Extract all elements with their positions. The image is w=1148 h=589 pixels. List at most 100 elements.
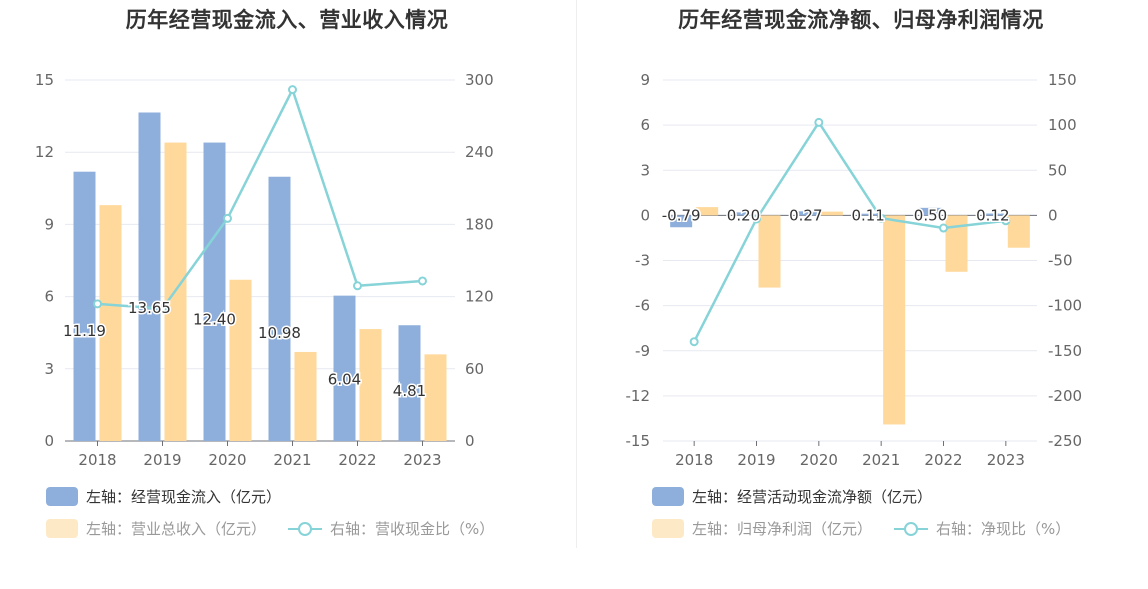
bar-primary: [203, 142, 226, 441]
x-tick-label: 2021: [862, 451, 900, 469]
bar-primary: [138, 112, 161, 442]
bar-primary: [794, 211, 817, 216]
bar-primary: [73, 171, 96, 441]
y-left-tick-label: 9: [44, 215, 54, 233]
ratio-point: [752, 214, 761, 224]
x-tick-label: 2021: [273, 451, 311, 469]
bar-secondary: [758, 215, 781, 288]
y-right-tick-label: -100: [1048, 297, 1082, 315]
bar-primary: [857, 213, 880, 216]
ratio-point: [288, 85, 297, 95]
y-left-tick-label: 12: [35, 143, 54, 161]
x-tick-label: 2018: [78, 451, 116, 469]
x-tick-label: 2023: [403, 451, 441, 469]
y-left-tick-label: -15: [626, 432, 651, 450]
legend-label: 左轴：归母净利润（亿元）: [692, 520, 873, 538]
y-right-tick-label: 60: [465, 360, 484, 378]
ratio-point: [939, 223, 948, 233]
legend-swatch: [46, 519, 78, 538]
ratio-point: [689, 337, 699, 347]
net-cash-profit-panel: 历年经营现金流净额、归母净利润情况 -15 -12 -9 -6 -3 0 3 6 9 -250 -2…: [574, 0, 1148, 589]
bar-primary: [670, 215, 693, 228]
legend-line-swatch: [288, 519, 323, 538]
y-right-tick-label: -50: [1048, 252, 1073, 270]
y-left-tick-label: 9: [640, 71, 650, 89]
y-right-tick-label: 240: [465, 143, 494, 161]
x-tick-label: 2023: [987, 451, 1025, 469]
data-label: 0.12: [976, 206, 1009, 224]
data-label: 12.40: [193, 311, 236, 329]
ratio-point: [418, 276, 427, 286]
y-right-tick-label: -150: [1048, 342, 1082, 360]
ratio-point: [223, 213, 232, 223]
bar-secondary: [883, 215, 906, 425]
chart-title: 历年经营现金流入、营业收入情况: [125, 8, 449, 32]
bar-secondary: [820, 211, 843, 216]
y-right-tick-label: 180: [465, 215, 494, 233]
ratio-point: [158, 304, 167, 314]
bar-secondary: [359, 329, 382, 441]
data-label: 0.27: [789, 206, 822, 224]
y-right-tick-label: 0: [1048, 206, 1058, 224]
y-left-tick-label: 6: [44, 288, 54, 306]
legend-item-net-operating-cash[interactable]: 左轴：经营活动现金流净额（亿元）: [652, 486, 932, 507]
y-right-tick-label: 100: [1048, 116, 1077, 134]
bar-secondary: [696, 207, 719, 216]
x-tick-label: 2022: [924, 451, 962, 469]
bar-secondary: [229, 279, 252, 441]
y-left-tick-label: 0: [640, 206, 650, 224]
y-left-tick-label: 0: [44, 432, 54, 450]
legend-row-2: 左轴：归母净利润（亿元） 右轴：净现比（%）: [652, 518, 1092, 539]
legend-item-revenue-cash-ratio[interactable]: 右轴：营收现金比（%）: [288, 518, 494, 539]
data-label: 13.65: [128, 299, 171, 317]
bar-secondary: [294, 351, 317, 441]
legend-row-1: 左轴：经营活动现金流净额（亿元）: [652, 486, 954, 507]
y-left-tick-label: 3: [44, 360, 54, 378]
y-right-tick-label: -200: [1048, 387, 1082, 405]
bar-primary: [268, 176, 291, 442]
legend-item-net-profit[interactable]: 左轴：归母净利润（亿元）: [652, 518, 872, 539]
legend-item-revenue[interactable]: 左轴：营业总收入（亿元）: [46, 518, 266, 539]
data-label: 0.11: [851, 206, 884, 224]
data-label: 0.50: [914, 206, 947, 224]
y-right-tick-label: 120: [465, 288, 494, 306]
data-label: -0.79: [662, 206, 701, 224]
data-label: 6.04: [328, 370, 361, 388]
ratio-point: [353, 281, 362, 291]
legend-label: 左轴：经营活动现金流净额（亿元）: [692, 488, 933, 506]
ratio-point: [1001, 216, 1011, 226]
x-tick-label: 2020: [800, 451, 838, 469]
plot-area: -15 -12 -9 -6 -3 0 3 6 9 -250 -200 -150 -100 -50 0 50 10…: [626, 71, 1083, 469]
x-tick-label: 2019: [737, 451, 775, 469]
bar-primary: [981, 213, 1004, 216]
legend-label: 右轴：营收现金比（%）: [330, 520, 495, 538]
y-right-tick-label: 0: [465, 432, 475, 450]
x-tick-label: 2018: [675, 451, 713, 469]
data-label: 0.20: [727, 206, 760, 224]
legend-swatch: [652, 487, 684, 506]
data-label: 11.19: [63, 322, 106, 340]
y-right-tick-label: 50: [1048, 161, 1067, 179]
y-left-tick-label: 3: [640, 161, 650, 179]
cash-inflow-revenue-panel: 历年经营现金流入、营业收入情况 0 3 6 9 12 15 0 60 120 180 240 300 2…: [35, 8, 516, 539]
plot-area: 0 3 6 9 12 15 0 60 120 180 240 300 2018 2019 2020 2021 2…: [35, 71, 494, 469]
legend-item-cash-inflow[interactable]: 左轴：经营现金流入（亿元）: [46, 486, 281, 507]
legend-item-net-cash-ratio[interactable]: 右轴：净现比（%）: [894, 518, 1070, 539]
legend-swatch: [652, 519, 684, 538]
y-right-tick-label: 300: [465, 71, 494, 89]
legend-label: 左轴：营业总收入（亿元）: [86, 520, 267, 538]
legend-row-2: 左轴：营业总收入（亿元） 右轴：营收现金比（%）: [46, 518, 516, 539]
bar-secondary: [945, 215, 968, 272]
chart-title: 历年经营现金流净额、归母净利润情况: [678, 8, 1044, 32]
legend-label: 左轴：经营现金流入（亿元）: [86, 488, 282, 506]
ratio-line: [693, 120, 1006, 343]
net-cash-profit-chart: -15 -12 -9 -6 -3 0 3 6 9 -250 -200 -150 -100 -50 0 50 10…: [626, 71, 1083, 469]
bar-primary: [919, 207, 942, 216]
y-right-tick-label: -250: [1048, 432, 1082, 450]
bar-secondary: [424, 354, 447, 441]
ratio-point: [814, 117, 824, 127]
y-left-tick-label: -6: [635, 297, 650, 315]
ratio-point: [93, 299, 102, 309]
x-tick-label: 2022: [338, 451, 376, 469]
y-left-tick-label: -12: [626, 387, 651, 405]
